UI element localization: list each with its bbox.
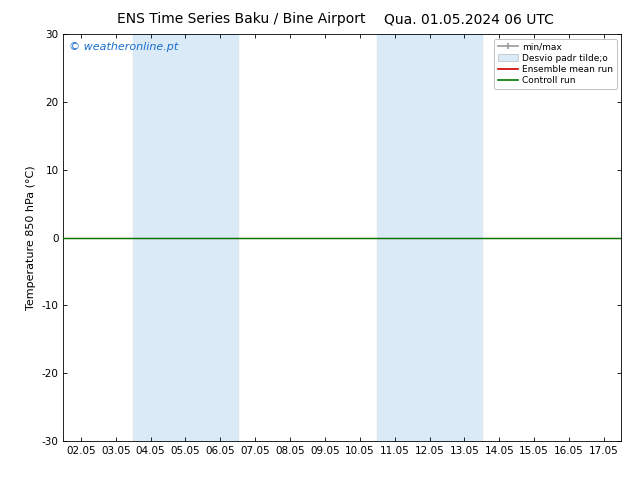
Text: ENS Time Series Baku / Bine Airport: ENS Time Series Baku / Bine Airport — [117, 12, 365, 26]
Bar — [168, 34, 238, 441]
Y-axis label: Temperature 850 hPa (°C): Temperature 850 hPa (°C) — [26, 165, 36, 310]
Bar — [412, 34, 482, 441]
Legend: min/max, Desvio padr tilde;o, Ensemble mean run, Controll run: min/max, Desvio padr tilde;o, Ensemble m… — [495, 39, 617, 89]
Text: © weatheronline.pt: © weatheronline.pt — [69, 43, 178, 52]
Bar — [377, 34, 447, 441]
Text: Qua. 01.05.2024 06 UTC: Qua. 01.05.2024 06 UTC — [384, 12, 554, 26]
Bar — [133, 34, 203, 441]
